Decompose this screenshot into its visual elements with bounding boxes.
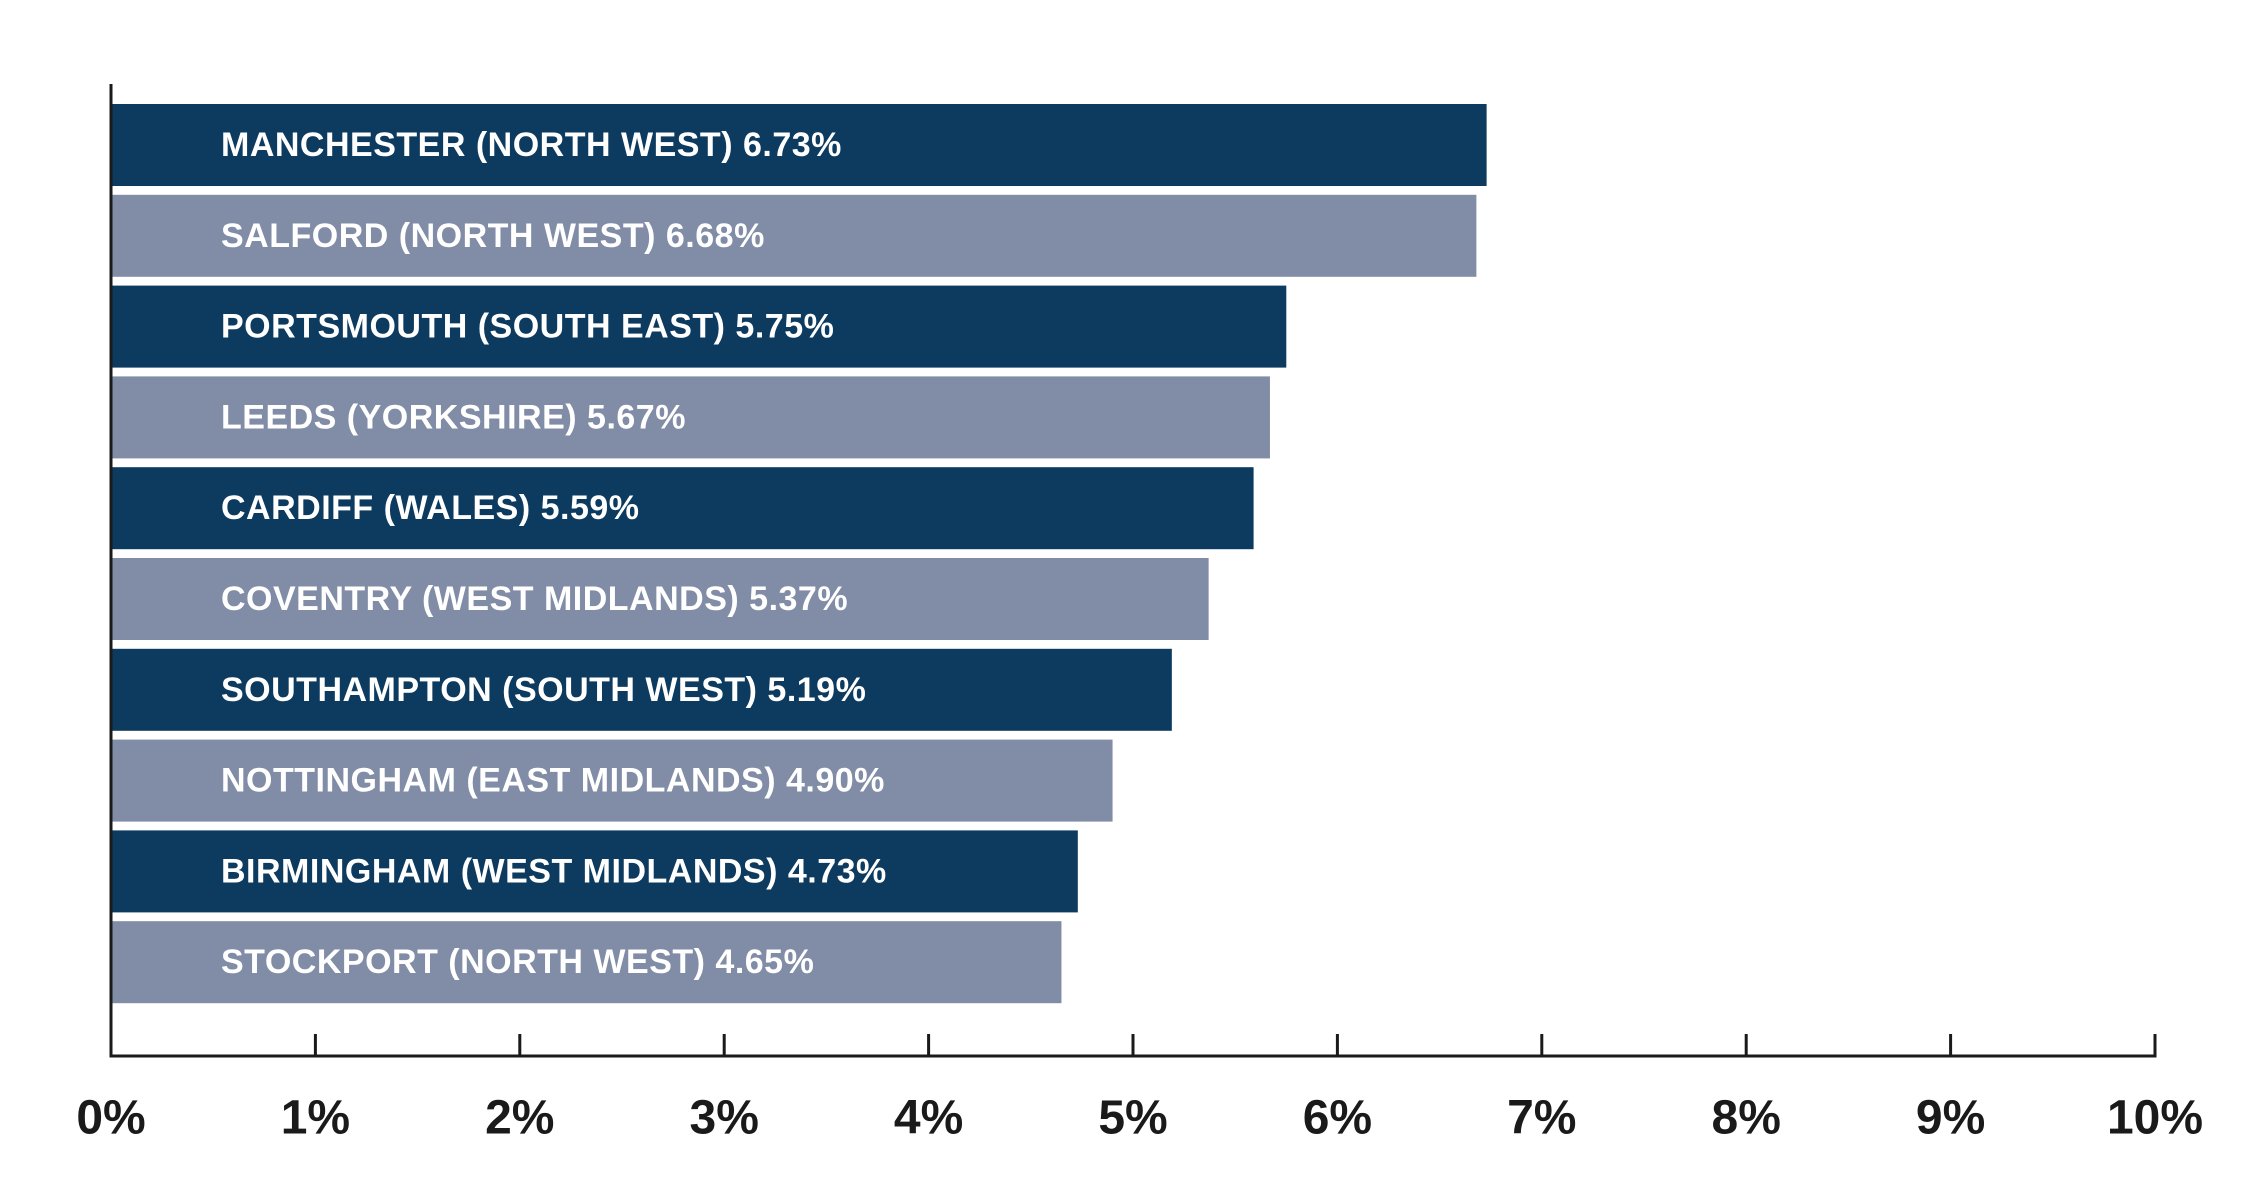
x-tick-label-1: 1%: [281, 1092, 350, 1145]
bar-label-7: SOUTHAMPTON (SOUTH WEST) 5.19%: [221, 671, 866, 709]
bar-label-9: BIRMINGHAM (WEST MIDLANDS) 4.73%: [221, 852, 887, 890]
x-tick-label-10: 10%: [2107, 1092, 2203, 1145]
bar-3: [111, 285, 1287, 368]
bar-label-8: NOTTINGHAM (EAST MIDLANDS) 4.90%: [221, 762, 885, 800]
bar-4: [111, 376, 1270, 459]
bars-layer: MANCHESTER (NORTH WEST) 6.73% SALFORD (NO…: [111, 104, 1487, 1004]
bar-8: [111, 739, 1113, 822]
x-tick-label-4: 4%: [894, 1092, 963, 1145]
bar-label-1: MANCHESTER (NORTH WEST) 6.73%: [221, 126, 842, 164]
x-tick-label-3: 3%: [690, 1092, 759, 1145]
bar-label-10: STOCKPORT (NORTH WEST) 4.65%: [221, 943, 814, 981]
bar-label-4: LEEDS (YORKSHIRE) 5.67%: [221, 398, 686, 436]
bar-label-6: COVENTRY (WEST MIDLANDS) 5.37%: [221, 580, 848, 618]
x-tick-label-8: 8%: [1712, 1092, 1781, 1145]
bar-6: [111, 558, 1209, 640]
bar-5: [111, 467, 1254, 550]
x-tick-label-5: 5%: [1098, 1092, 1167, 1145]
bar-2: [111, 194, 1477, 277]
bar-label-2: SALFORD (NORTH WEST) 6.68%: [221, 217, 765, 255]
x-tick-label-9: 9%: [1916, 1092, 1985, 1145]
bar-label-3: PORTSMOUTH (SOUTH EAST) 5.75%: [221, 308, 834, 346]
x-tick-label-7: 7%: [1507, 1092, 1576, 1145]
x-tick-label-6: 6%: [1303, 1092, 1372, 1145]
x-tick-label-2: 2%: [485, 1092, 554, 1145]
bar-1: [111, 104, 1487, 186]
x-axis: 0% 1% 2% 3% 4% 5% 6% 7% 8% 9% 10%: [76, 84, 2203, 1145]
bar-10: [111, 921, 1062, 1004]
x-tick-label-0: 0%: [76, 1092, 145, 1145]
bar-label-5: CARDIFF (WALES) 5.59%: [221, 489, 640, 527]
bar-7: [111, 648, 1172, 731]
bar-9: [111, 830, 1078, 913]
